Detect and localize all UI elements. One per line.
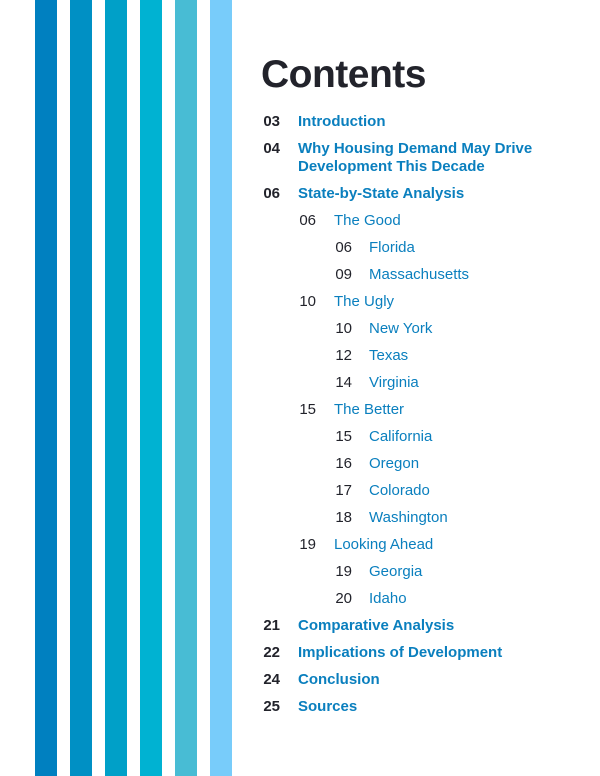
toc-link[interactable]: Oregon xyxy=(369,454,420,472)
toc-link[interactable]: Introduction xyxy=(298,112,386,130)
toc-page-number: 20 xyxy=(335,589,352,607)
toc-entry[interactable]: 12 Texas xyxy=(0,342,600,369)
toc-entry[interactable]: 22 Implications of Development xyxy=(0,639,600,666)
toc-page-number: 06 xyxy=(263,184,280,202)
toc-link[interactable]: Conclusion xyxy=(298,670,380,688)
toc-page-number: 03 xyxy=(263,112,280,130)
toc-entry[interactable]: 19 Georgia xyxy=(0,558,600,585)
toc-entry[interactable]: 15 The Better xyxy=(0,396,600,423)
toc-link[interactable]: Massachusetts xyxy=(369,265,470,283)
toc-link[interactable]: Implications of Development xyxy=(298,643,503,661)
toc-link[interactable]: Why Housing Demand May Drive Development… xyxy=(298,139,533,175)
toc-page-number: 10 xyxy=(299,292,316,310)
toc-entry[interactable]: 09 Massachusetts xyxy=(0,261,600,288)
toc-page-number: 22 xyxy=(263,643,280,661)
toc-entry[interactable]: 17 Colorado xyxy=(0,477,600,504)
toc-page-number: 21 xyxy=(263,616,280,634)
toc-link[interactable]: State-by-State Analysis xyxy=(298,184,465,202)
toc-entry[interactable]: 20 Idaho xyxy=(0,585,600,612)
toc-page-number: 24 xyxy=(263,670,280,688)
toc-page-number: 15 xyxy=(299,400,316,418)
toc-link[interactable]: Virginia xyxy=(369,373,419,391)
toc-link[interactable]: Looking Ahead xyxy=(334,535,434,553)
toc-entry[interactable]: 25 Sources xyxy=(0,693,600,720)
toc-page-number: 06 xyxy=(299,211,316,229)
toc-page-number: 10 xyxy=(335,319,352,337)
stripe xyxy=(210,0,232,776)
toc-link[interactable]: Georgia xyxy=(369,562,423,580)
toc-page-number: 14 xyxy=(335,373,352,391)
toc-link[interactable]: New York xyxy=(369,319,433,337)
toc-page-number: 19 xyxy=(335,562,352,580)
stripe xyxy=(175,0,197,776)
toc-page-number: 09 xyxy=(335,265,352,283)
toc-page-number: 17 xyxy=(335,481,352,499)
toc-entry[interactable]: 19 Looking Ahead xyxy=(0,531,600,558)
toc-link[interactable]: Idaho xyxy=(369,589,407,607)
toc-entry[interactable]: 06 State-by-State Analysis xyxy=(0,180,600,207)
toc-entry[interactable]: 24 Conclusion xyxy=(0,666,600,693)
toc-link[interactable]: Colorado xyxy=(369,481,430,499)
toc-entry[interactable]: 04 Why Housing Demand May Drive Developme… xyxy=(0,135,600,180)
toc-link[interactable]: Washington xyxy=(369,508,448,526)
page-title: Contents xyxy=(261,53,427,96)
table-of-contents: 03 Introduction 04 Why Housing Demand May D… xyxy=(0,108,600,720)
toc-entry[interactable]: 10 New York xyxy=(0,315,600,342)
stripe xyxy=(105,0,127,776)
toc-page-number: 15 xyxy=(335,427,352,445)
toc-link[interactable]: The Better xyxy=(334,400,405,418)
toc-entry[interactable]: 21 Comparative Analysis xyxy=(0,612,600,639)
toc-link[interactable]: Sources xyxy=(298,697,358,715)
toc-page-number: 16 xyxy=(335,454,352,472)
toc-page-number: 18 xyxy=(335,508,352,526)
stripe xyxy=(140,0,162,776)
toc-entry[interactable]: 14 Virginia xyxy=(0,369,600,396)
toc-page-number: 19 xyxy=(299,535,316,553)
toc-entry[interactable]: 18 Washington xyxy=(0,504,600,531)
toc-link[interactable]: Comparative Analysis xyxy=(298,616,455,634)
toc-page-number: 25 xyxy=(263,697,280,715)
toc-page-number: 12 xyxy=(335,346,352,364)
toc-entry[interactable]: 10 The Ugly xyxy=(0,288,600,315)
toc-entry[interactable]: 16 Oregon xyxy=(0,450,600,477)
stripe xyxy=(35,0,57,776)
toc-entry[interactable]: 03 Introduction xyxy=(0,108,600,135)
toc-link[interactable]: Texas xyxy=(369,346,409,364)
toc-link[interactable]: California xyxy=(369,427,433,445)
toc-link[interactable]: Florida xyxy=(369,238,415,256)
toc-link[interactable]: The Good xyxy=(334,211,401,229)
toc-page-number: 06 xyxy=(335,238,352,256)
toc-entry[interactable]: 06 The Good xyxy=(0,207,600,234)
toc-page-number: 04 xyxy=(263,139,280,157)
stripe xyxy=(70,0,92,776)
toc-entry[interactable]: 15 California xyxy=(0,423,600,450)
toc-link[interactable]: The Ugly xyxy=(334,292,395,310)
toc-entry[interactable]: 06 Florida xyxy=(0,234,600,261)
